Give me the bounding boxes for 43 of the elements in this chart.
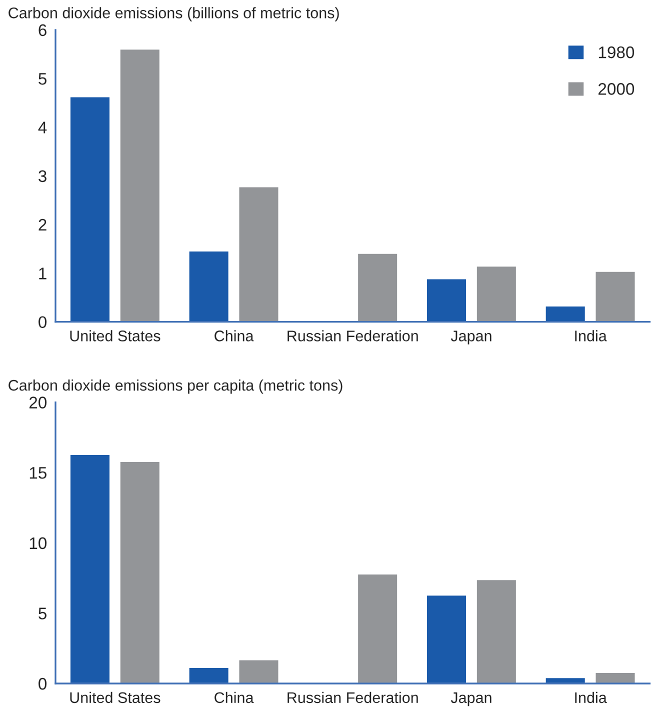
y-tick-label: 1 bbox=[39, 268, 46, 280]
bar bbox=[238, 186, 280, 322]
bar bbox=[69, 454, 111, 684]
chart-title: Carbon dioxide emissions (billions of metric tons) bbox=[8, 7, 339, 22]
bar bbox=[188, 666, 230, 684]
x-tick-label: India bbox=[575, 330, 607, 342]
x-tick-label: China bbox=[214, 692, 254, 704]
bar bbox=[544, 305, 586, 322]
legend-label: 1980 bbox=[598, 46, 634, 58]
x-tick-label: India bbox=[575, 692, 607, 704]
x-tick-label: United States bbox=[70, 692, 160, 704]
x-tick-label: Russian Federation bbox=[288, 692, 418, 704]
x-tick-label: Japan bbox=[450, 330, 492, 344]
y-tick-label: 2 bbox=[38, 218, 46, 231]
bar bbox=[476, 265, 518, 322]
y-tick-label: 10 bbox=[30, 537, 47, 550]
bar bbox=[238, 658, 280, 684]
y-tick-label: 4 bbox=[38, 122, 47, 134]
bar bbox=[594, 672, 636, 684]
x-tick-label: Russian Federation bbox=[288, 330, 418, 342]
bar bbox=[188, 250, 230, 322]
y-tick-label: 5 bbox=[38, 73, 46, 85]
x-tick-label: Japan bbox=[450, 692, 492, 706]
x-tick-label: China bbox=[214, 330, 254, 342]
bar bbox=[118, 460, 161, 684]
chart-title: Carbon dioxide emissions per capita (metric tons) bbox=[8, 379, 342, 394]
y-tick-label: 20 bbox=[29, 396, 47, 408]
y-tick-label: 3 bbox=[38, 170, 46, 182]
bar bbox=[594, 270, 636, 322]
y-tick-label: 6 bbox=[38, 24, 46, 36]
bar bbox=[356, 252, 398, 322]
y-tick-label: 0 bbox=[38, 678, 47, 690]
y-tick-label: 0 bbox=[38, 316, 47, 328]
legend-label: 2000 bbox=[598, 83, 634, 95]
bar bbox=[426, 594, 468, 684]
bar bbox=[356, 573, 398, 684]
bar bbox=[69, 96, 111, 322]
bar bbox=[426, 278, 468, 322]
x-tick-label: United States bbox=[70, 330, 160, 342]
bar bbox=[476, 578, 518, 684]
y-tick-label: 15 bbox=[30, 467, 46, 479]
y-tick-label: 5 bbox=[38, 608, 46, 620]
bar bbox=[118, 48, 161, 322]
